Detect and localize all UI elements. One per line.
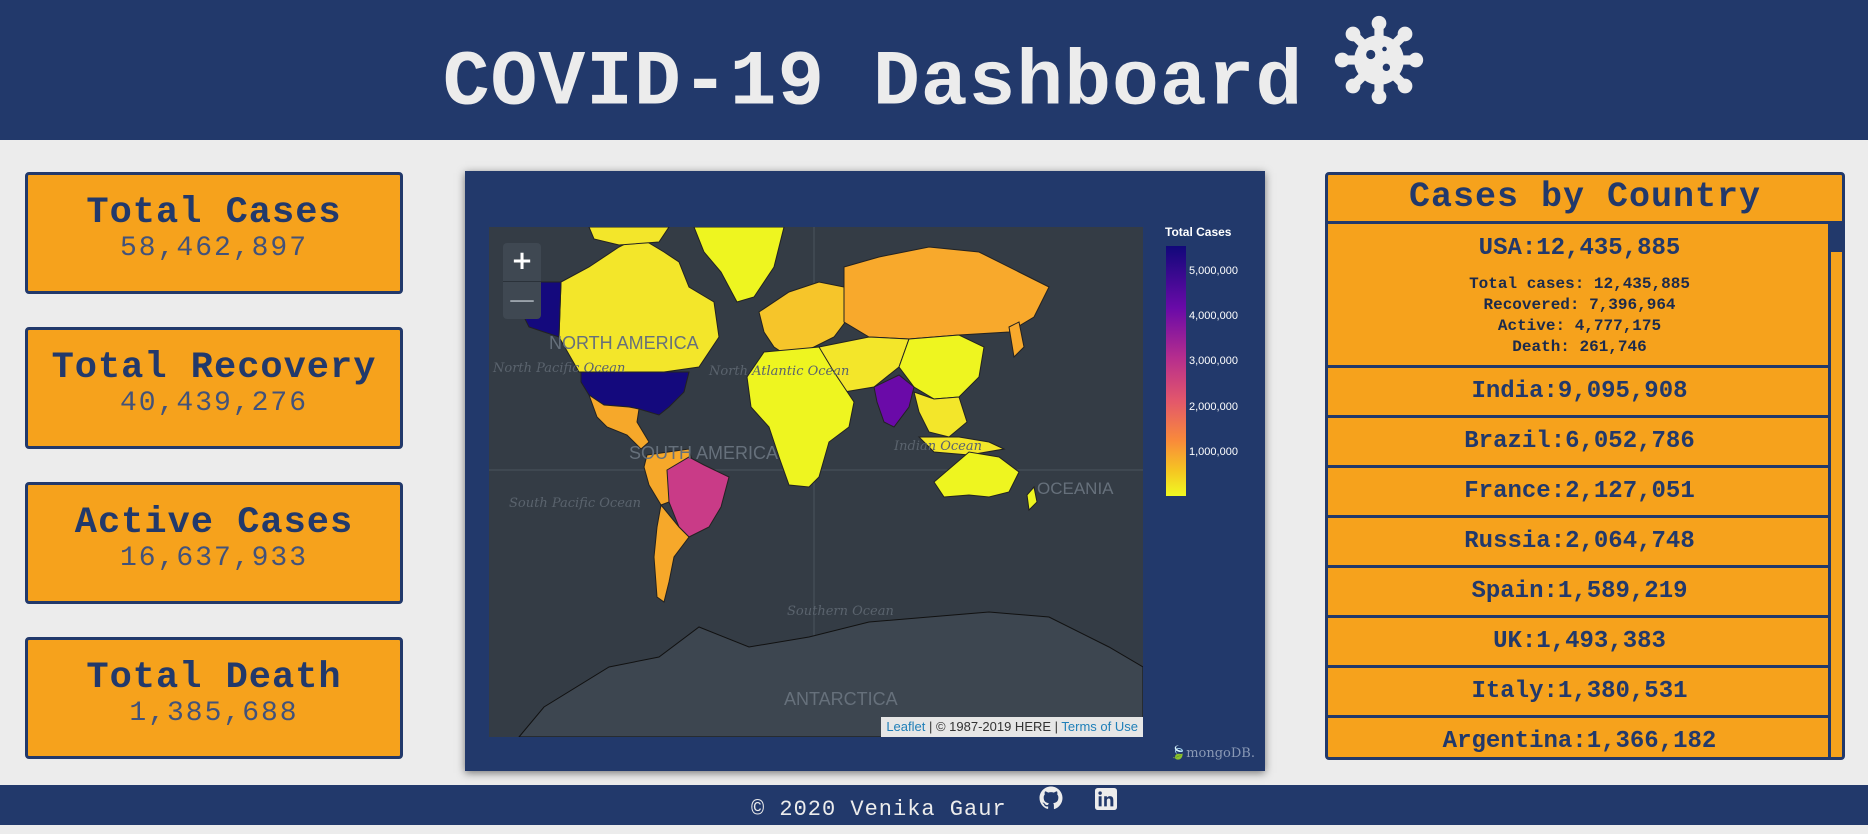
country-detail: Total cases: 12,435,885 (1469, 275, 1690, 293)
map-canvas: NORTH AMERICA SOUTH AMERICA OCEANIA ANTA… (489, 227, 1143, 737)
indonesia-shape (917, 436, 1006, 456)
country-row[interactable]: Russia:2,064,748 (1328, 518, 1831, 568)
north-pacific-label: North Pacific Ocean (492, 361, 625, 376)
legend-tick: 2,000,000 (1189, 401, 1238, 413)
south-pacific-label: South Pacific Ocean (509, 496, 641, 511)
country-detail: Active: 4,777,175 (1497, 317, 1662, 335)
antarctica-shape (518, 611, 1143, 737)
legend-color-scale (1166, 246, 1186, 496)
country-row[interactable]: Italy:1,380,531 (1328, 668, 1831, 718)
virus-icon (1333, 14, 1425, 136)
map-card: NORTH AMERICA SOUTH AMERICA OCEANIA ANTA… (465, 171, 1265, 771)
footer-copyright: © 2020 Venika Gaur (750, 796, 1007, 822)
legend-tick: 4,000,000 (1189, 310, 1238, 322)
country-row-expanded[interactable]: USA:12,435,885 Total cases: 12,435,885 R… (1328, 224, 1831, 368)
scrollbar-thumb[interactable] (1831, 224, 1842, 252)
north-america-label: NORTH AMERICA (549, 333, 699, 353)
country-name-value: Spain:1,589,219 (1471, 578, 1688, 605)
greenland-shape (693, 227, 785, 303)
total-recovery-card: Total Recovery 40,439,276 (25, 327, 403, 449)
linkedin-icon[interactable] (1095, 781, 1118, 829)
country-name-value: France:2,127,051 (1464, 478, 1695, 505)
terms-link[interactable]: Terms of Use (1061, 719, 1138, 734)
south-america-label: SOUTH AMERICA (629, 443, 778, 463)
country-row[interactable]: Spain:1,589,219 (1328, 568, 1831, 618)
world-map[interactable]: NORTH AMERICA SOUTH AMERICA OCEANIA ANTA… (489, 227, 1143, 737)
total-death-card: Total Death 1,385,688 (25, 637, 403, 759)
southeast-asia-shape (913, 391, 968, 438)
mexico-shape (588, 393, 650, 450)
country-name-value: Italy:1,380,531 (1471, 678, 1688, 705)
leaflet-link[interactable]: Leaflet (886, 719, 926, 734)
country-name-value: USA:12,435,885 (1478, 235, 1681, 262)
mongodb-logo: 🍃mongoDB. (1170, 746, 1255, 761)
africa-shape (746, 346, 855, 488)
country-name-value: UK:1,493,383 (1493, 628, 1666, 655)
southern-ocean-label: Southern Ocean (787, 604, 894, 619)
country-list-scrollbar[interactable] (1828, 224, 1842, 757)
page-title-text: COVID-19 Dashboard (442, 39, 1304, 128)
country-name-value: Russia:2,064,748 (1464, 528, 1695, 555)
antarctica-label: ANTARCTICA (784, 689, 898, 709)
europe-shape (758, 281, 850, 358)
legend-title: Total Cases (1165, 225, 1232, 239)
country-row[interactable]: UK:1,493,383 (1328, 618, 1831, 668)
zoom-control: + — (503, 243, 541, 319)
oceania-label: OCEANIA (1037, 479, 1114, 498)
legend-tick: 5,000,000 (1189, 265, 1238, 277)
total-cases-card: Total Cases 58,462,897 (25, 172, 403, 294)
country-row[interactable]: France:2,127,051 (1328, 468, 1831, 518)
australia-shape (933, 451, 1020, 498)
north-atlantic-label: North Atlantic Ocean (708, 364, 849, 379)
country-name-value: India:9,095,908 (1471, 378, 1688, 405)
cases-by-country-title: Cases by Country (1328, 175, 1842, 224)
country-detail: Recovered: 7,396,964 (1483, 296, 1676, 314)
new-zealand-shape (1026, 485, 1038, 512)
country-name-value: Brazil:6,052,786 (1464, 428, 1695, 455)
mongodb-logo-text: mongoDB. (1186, 746, 1255, 761)
arctic-islands-shape (588, 227, 670, 246)
argentina-shape (653, 503, 690, 603)
cases-by-country-panel: Cases by Country USA:12,435,885 Total ca… (1325, 172, 1845, 760)
map-attribution: Leaflet | © 1987-2019 HERE | Terms of Us… (881, 717, 1143, 737)
japan-shape (1008, 321, 1025, 359)
country-row[interactable]: Argentina:1,366,182 (1328, 718, 1831, 757)
total-recovery-label: Total Recovery (51, 347, 377, 389)
total-death-value: 1,385,688 (129, 698, 299, 729)
page-title: COVID-19 Dashboard (0, 15, 1868, 144)
github-icon[interactable] (1039, 781, 1063, 829)
total-cases-value: 58,462,897 (119, 233, 309, 264)
zoom-in-button[interactable]: + (503, 243, 541, 282)
total-death-label: Total Death (86, 657, 342, 699)
active-cases-label: Active Cases (74, 502, 354, 544)
header: COVID-19 Dashboard (0, 0, 1868, 140)
india-shape (873, 374, 915, 428)
legend-tick: 3,000,000 (1189, 355, 1238, 367)
zoom-out-button[interactable]: — (509, 285, 535, 315)
active-cases-card: Active Cases 16,637,933 (25, 482, 403, 604)
indian-ocean-label: Indian Ocean (893, 439, 982, 454)
attribution-copyright: | © 1987-2019 HERE | (925, 719, 1062, 734)
active-cases-value: 16,637,933 (119, 543, 309, 574)
total-cases-label: Total Cases (86, 192, 342, 234)
country-name-value: Argentina:1,366,182 (1442, 728, 1717, 755)
country-row[interactable]: Brazil:6,052,786 (1328, 418, 1831, 468)
footer: © 2020 Venika Gaur (0, 785, 1868, 825)
country-detail: Death: 261,746 (1512, 338, 1647, 356)
total-recovery-value: 40,439,276 (119, 388, 309, 419)
country-row[interactable]: India:9,095,908 (1328, 368, 1831, 418)
brazil-shape (666, 456, 730, 538)
legend-tick: 1,000,000 (1189, 446, 1238, 458)
